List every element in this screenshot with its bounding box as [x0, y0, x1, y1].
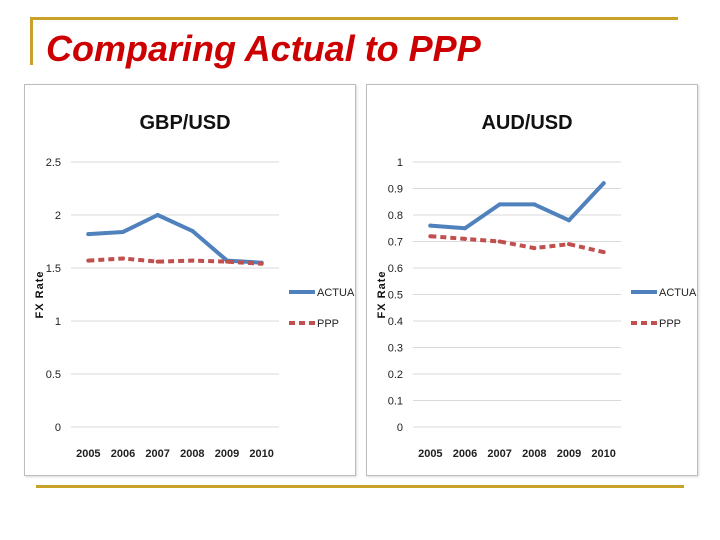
data-point-actual	[567, 218, 571, 223]
data-point-ppp	[155, 259, 160, 264]
y-tick-label: 0.3	[388, 343, 403, 355]
y-tick-label: 1.5	[46, 263, 61, 275]
y-tick-label: 0.4	[388, 316, 403, 328]
data-point-ppp	[190, 258, 195, 263]
x-tick-label: 2010	[591, 448, 615, 460]
data-point-ppp	[259, 261, 264, 266]
data-point-actual	[86, 232, 91, 237]
x-tick-label: 2010	[249, 448, 273, 460]
data-point-ppp	[532, 246, 537, 251]
frame-left-rule	[30, 17, 33, 65]
y-tick-label: 0	[55, 422, 61, 434]
legend-label-actual: ACTUAL	[317, 287, 355, 299]
data-point-ppp	[601, 250, 606, 255]
data-point-actual	[532, 202, 537, 207]
y-tick-label: 0.2	[388, 369, 403, 381]
y-tick-label: 0.9	[388, 184, 403, 196]
data-point-actual	[497, 202, 502, 207]
data-point-ppp	[86, 258, 91, 263]
x-tick-label: 2008	[522, 448, 546, 460]
frame-top-rule	[30, 17, 678, 20]
chart-panel-aud-usd: 0 0.1 0.2 0.3 0.4 0.5 0.6 0.7 0.8 0.9 1 2005 2006 200…	[366, 84, 698, 476]
y-tick-label: 0	[397, 422, 403, 434]
data-point-actual	[463, 226, 467, 231]
data-point-actual	[121, 229, 125, 234]
legend-label-ppp: PPP	[317, 318, 339, 330]
slide-title: Comparing Actual to PPP	[46, 28, 481, 69]
chart-title: AUD/USD	[481, 112, 572, 134]
data-point-ppp	[567, 242, 571, 247]
y-tick-label: 0.1	[388, 396, 403, 408]
legend-label-ppp: PPP	[659, 318, 681, 330]
x-tick-label: 2007	[487, 448, 511, 460]
y-tick-label: 1	[397, 157, 403, 169]
data-point-actual	[190, 228, 195, 233]
x-tick-label: 2005	[418, 448, 442, 460]
x-tick-label: 2006	[453, 448, 477, 460]
x-tick-label: 2006	[111, 448, 135, 460]
y-tick-label: 1	[55, 316, 61, 328]
legend-label-actual: ACTUAL	[659, 287, 697, 299]
y-tick-label: 0.5	[46, 369, 61, 381]
x-tick-label: 2005	[76, 448, 100, 460]
y-tick-label: 2	[55, 210, 61, 222]
x-tick-label: 2007	[145, 448, 169, 460]
y-axis-label: FX Rate	[376, 271, 388, 319]
series-line-ppp	[88, 256, 262, 266]
series-line-ppp	[430, 234, 605, 255]
chart-aud-usd: 0 0.1 0.2 0.3 0.4 0.5 0.6 0.7 0.8 0.9 1 2005 2006 200…	[376, 112, 697, 460]
data-point-actual	[428, 223, 433, 228]
data-point-ppp	[428, 234, 433, 239]
y-tick-label: 0.5	[388, 290, 403, 302]
x-tick-label: 2009	[557, 448, 581, 460]
chart-title: GBP/USD	[139, 112, 230, 134]
y-tick-label: 2.5	[46, 157, 61, 169]
x-tick-label: 2009	[215, 448, 239, 460]
data-point-ppp	[497, 239, 502, 244]
chart-gbp-usd: 0 0.5 1 1.5 2 2.5 2005 2006 2007 2008 2009 2010 GBP/…	[34, 112, 355, 460]
data-point-ppp	[463, 236, 467, 241]
y-tick-label: 0.7	[388, 237, 403, 249]
data-point-actual	[601, 181, 606, 186]
data-point-actual	[155, 213, 160, 217]
series-line-actual	[428, 181, 606, 231]
chart-panel-gbp-usd: 0 0.5 1 1.5 2 2.5 2005 2006 2007 2008 2009 2010 GBP/…	[24, 84, 356, 476]
data-point-ppp	[225, 259, 229, 264]
y-axis-label: FX Rate	[34, 271, 46, 319]
frame-bottom-rule	[36, 485, 684, 488]
series-line-actual	[86, 213, 264, 265]
y-tick-label: 0.6	[388, 263, 403, 275]
data-point-ppp	[121, 256, 125, 261]
x-tick-label: 2008	[180, 448, 204, 460]
y-tick-label: 0.8	[388, 210, 403, 222]
